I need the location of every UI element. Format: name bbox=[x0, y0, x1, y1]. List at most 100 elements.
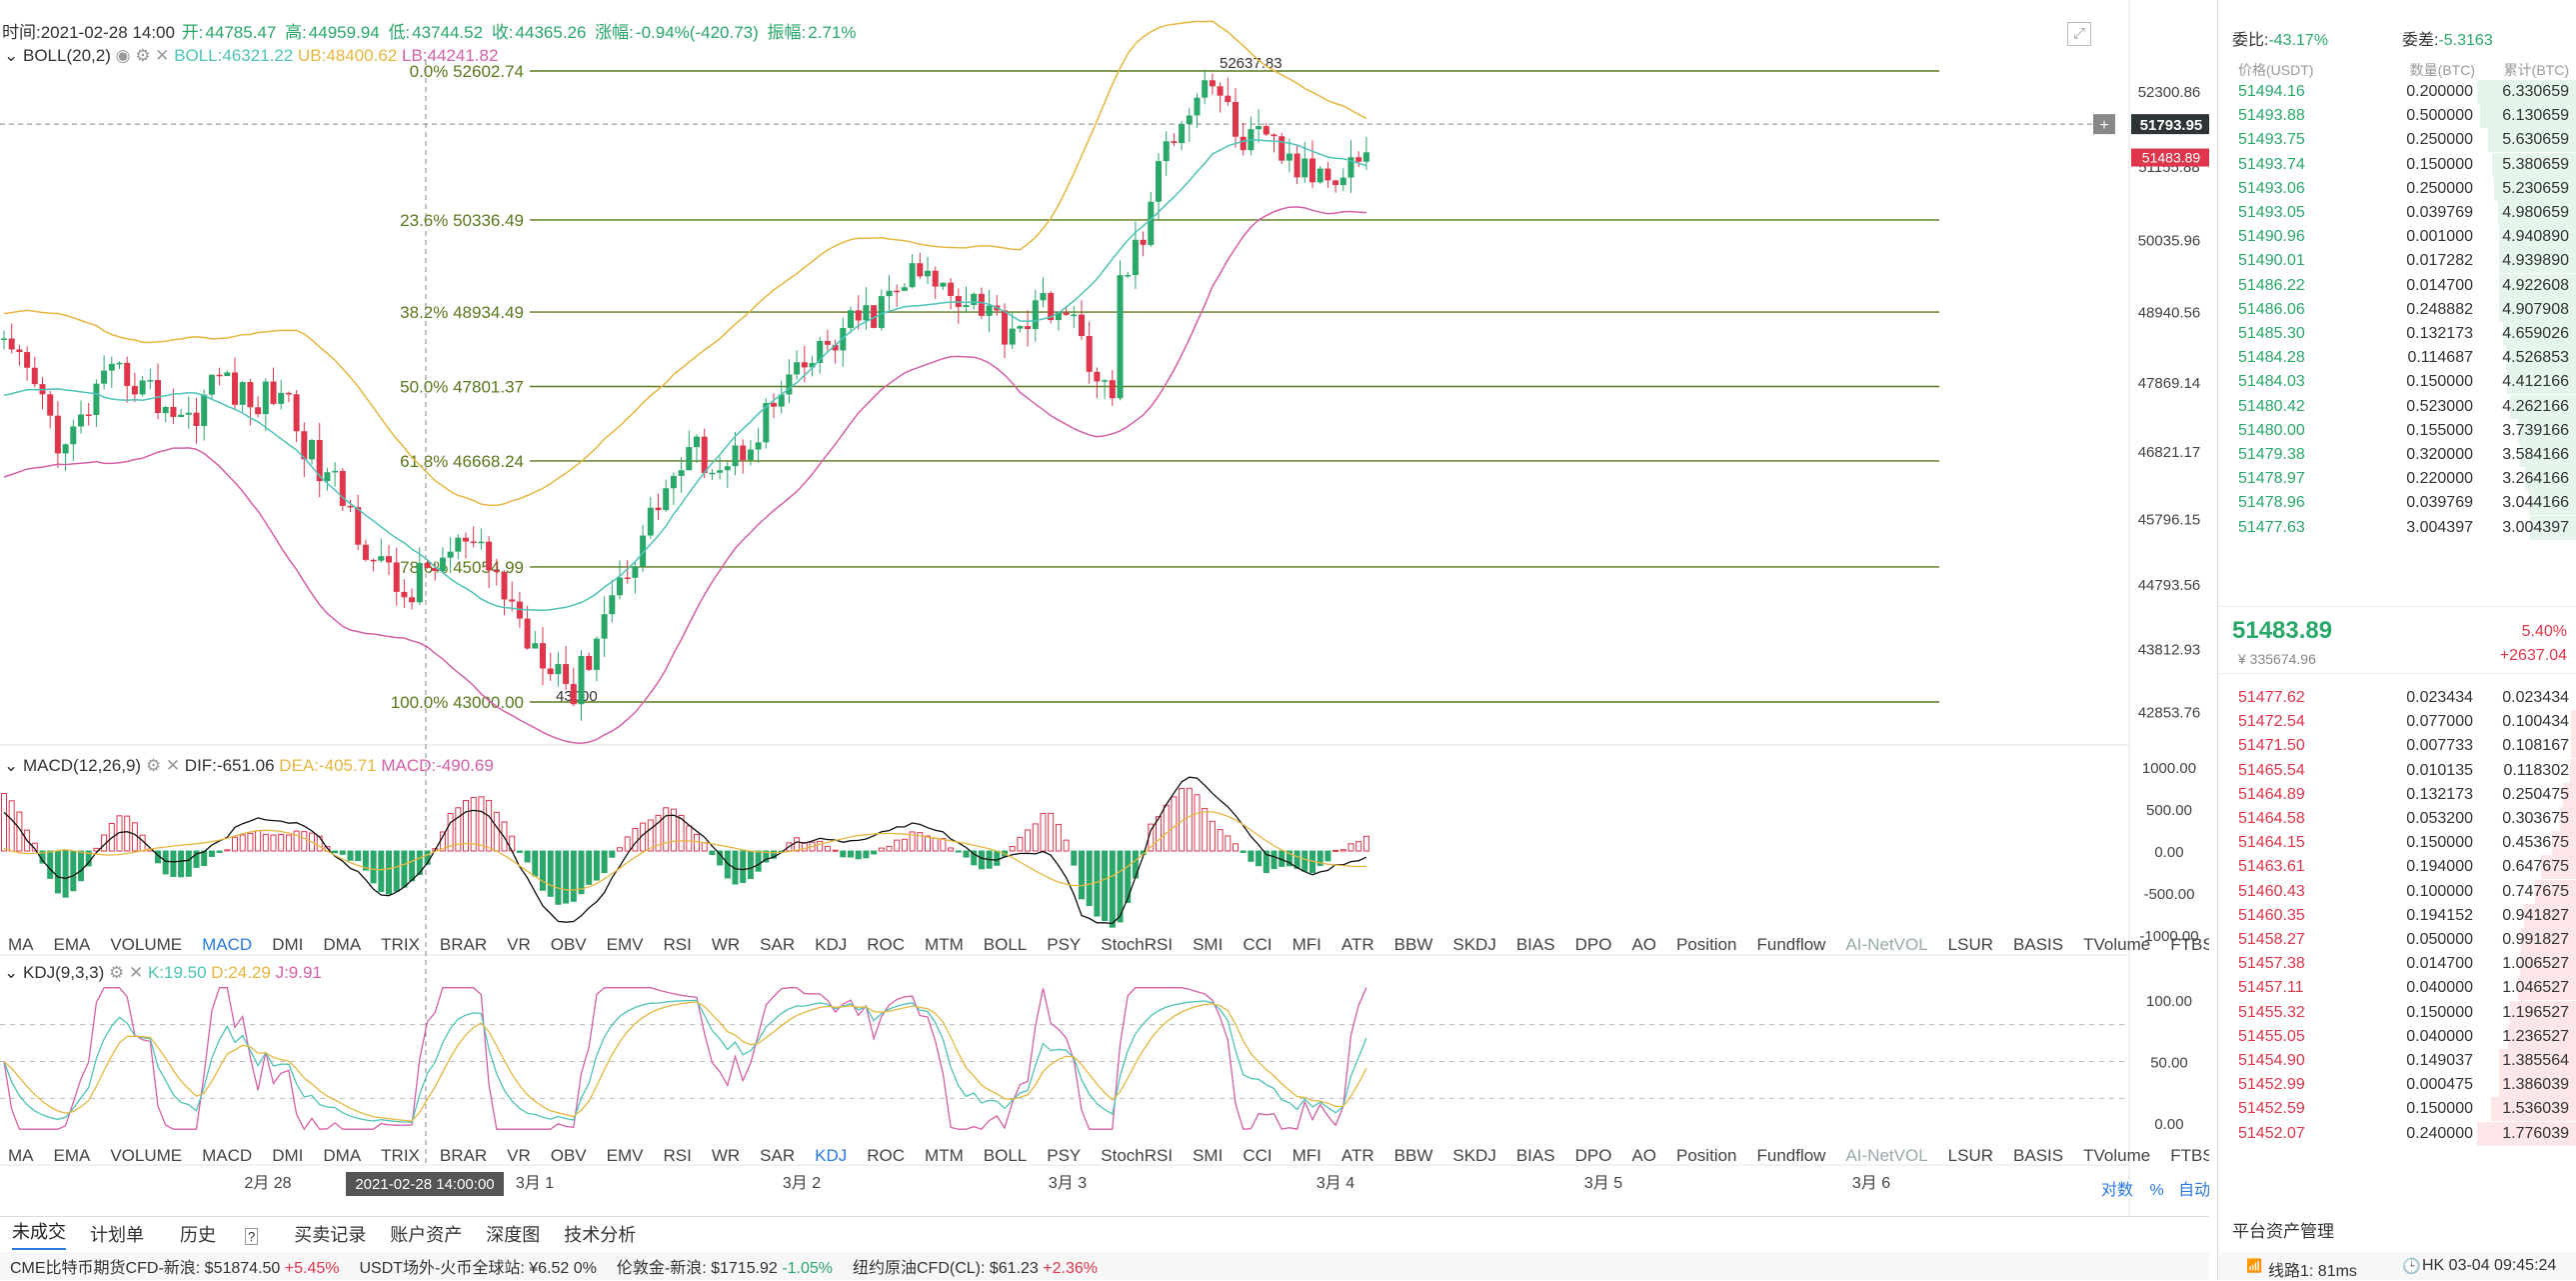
indicator-tab-mtm[interactable]: MTM bbox=[925, 1146, 964, 1172]
indicator-tab-stochrsi[interactable]: StochRSI bbox=[1101, 1146, 1173, 1172]
close-icon[interactable]: ✕ bbox=[166, 756, 180, 775]
indicator-tab-kdj[interactable]: KDJ bbox=[815, 1146, 847, 1172]
indicator-tab-fundflow[interactable]: Fundflow bbox=[1756, 935, 1825, 961]
tab-technical-analysis[interactable]: 技术分析 bbox=[564, 1221, 636, 1247]
chevron-down-icon[interactable]: ⌄ bbox=[4, 756, 18, 775]
indicator-tab-roc[interactable]: ROC bbox=[867, 935, 905, 961]
auto-scale-toggle[interactable]: 自动 bbox=[2178, 1182, 2209, 1199]
indicator-tab-macd[interactable]: MACD bbox=[202, 1146, 252, 1172]
indicator-tab-ai-netvol[interactable]: AI-NetVOL bbox=[1845, 935, 1927, 961]
indicator-tab-tvolume[interactable]: TVolume bbox=[2083, 935, 2150, 961]
line-latency[interactable]: 线路1: 81ms bbox=[2268, 1257, 2357, 1281]
indicator-tab-dmi[interactable]: DMI bbox=[272, 935, 303, 961]
indicator-tab-atr[interactable]: ATR bbox=[1341, 1146, 1374, 1172]
indicator-tab-tvolume[interactable]: TVolume bbox=[2083, 1146, 2150, 1172]
indicator-tab-mtm[interactable]: MTM bbox=[925, 935, 964, 961]
indicator-tab-smi[interactable]: SMI bbox=[1193, 1146, 1223, 1172]
indicator-tab-bias[interactable]: BIAS bbox=[1516, 935, 1555, 961]
indicator-tab-ma[interactable]: MA bbox=[8, 1146, 34, 1172]
ticker-item[interactable]: 伦敦金-新浪: $1715.92 -1.05% bbox=[617, 1254, 833, 1278]
indicator-tab-position[interactable]: Position bbox=[1676, 1146, 1736, 1172]
indicator-tab-volume[interactable]: VOLUME bbox=[110, 1146, 182, 1172]
indicator-tab-roc[interactable]: ROC bbox=[867, 1146, 905, 1172]
indicator-tab-brar[interactable]: BRAR bbox=[440, 1146, 487, 1172]
indicator-tab-dma[interactable]: DMA bbox=[323, 935, 361, 961]
indicator-tab-ao[interactable]: AO bbox=[1631, 935, 1656, 961]
indicator-tab-ma[interactable]: MA bbox=[8, 935, 34, 961]
tab-depth-chart[interactable]: 深度图 bbox=[486, 1221, 540, 1247]
indicator-tab-dma[interactable]: DMA bbox=[323, 1146, 361, 1172]
indicator-tab-lsur[interactable]: LSUR bbox=[1948, 1146, 1993, 1172]
gear-icon[interactable]: ⚙ bbox=[109, 963, 124, 982]
indicator-tab-emv[interactable]: EMV bbox=[607, 935, 644, 961]
percent-scale-toggle[interactable]: % bbox=[2149, 1182, 2163, 1199]
indicator-tab-mfi[interactable]: MFI bbox=[1292, 1146, 1321, 1172]
indicator-tab-fundflow[interactable]: Fundflow bbox=[1756, 1146, 1825, 1172]
ticker-item[interactable]: 纽约原油CFD(CL): $61.23 +2.36% bbox=[853, 1254, 1098, 1278]
indicator-tab-boll[interactable]: BOLL bbox=[984, 935, 1027, 961]
indicator-tab-sar[interactable]: SAR bbox=[760, 935, 795, 961]
indicator-tab-ao[interactable]: AO bbox=[1631, 1146, 1656, 1172]
indicator-tab-psy[interactable]: PSY bbox=[1047, 935, 1081, 961]
indicator-tab-lsur[interactable]: LSUR bbox=[1948, 935, 1993, 961]
indicator-tab-obv[interactable]: OBV bbox=[551, 935, 587, 961]
indicator-tab-volume[interactable]: VOLUME bbox=[110, 935, 182, 961]
indicator-tab-smi[interactable]: SMI bbox=[1193, 935, 1223, 961]
indicator-tab-ema[interactable]: EMA bbox=[54, 1146, 91, 1172]
chart-area[interactable]: 时间:2021-02-28 14:00 开:44785.47 高:44959.9… bbox=[0, 0, 2209, 1216]
indicator-tab-ftbs[interactable]: FTBS bbox=[2170, 935, 2209, 961]
indicator-tab-kdj[interactable]: KDJ bbox=[815, 935, 847, 961]
indicator-tab-ai-netvol[interactable]: AI-NetVOL bbox=[1845, 1146, 1927, 1172]
indicator-tab-dpo[interactable]: DPO bbox=[1575, 1146, 1612, 1172]
indicator-tab-ema[interactable]: EMA bbox=[54, 935, 91, 961]
indicator-tab-sar[interactable]: SAR bbox=[760, 1146, 795, 1172]
indicator-tab-vr[interactable]: VR bbox=[507, 1146, 531, 1172]
indicator-tab-macd[interactable]: MACD bbox=[202, 935, 252, 961]
tab-history[interactable]: 历史 ? bbox=[168, 1221, 270, 1247]
indicator-tab-cci[interactable]: CCI bbox=[1243, 935, 1272, 961]
asset-management-link[interactable]: 平台资产管理 bbox=[2232, 1217, 2334, 1242]
tab-open-orders[interactable]: 未成交 bbox=[12, 1218, 66, 1250]
indicator-tab-ftbs[interactable]: FTBS bbox=[2170, 1146, 2209, 1172]
ticker-item[interactable]: CME比特币期货CFD-新浪: $51874.50 +5.45% bbox=[10, 1254, 339, 1278]
indicator-tab-skdj[interactable]: SKDJ bbox=[1452, 935, 1495, 961]
indicator-tab-rsi[interactable]: RSI bbox=[664, 1146, 692, 1172]
indicator-tab-cci[interactable]: CCI bbox=[1243, 1146, 1272, 1172]
indicator-tab-mfi[interactable]: MFI bbox=[1292, 935, 1321, 961]
indicator-tab-wr[interactable]: WR bbox=[712, 1146, 740, 1172]
indicator-tab-stochrsi[interactable]: StochRSI bbox=[1101, 935, 1173, 961]
indicator-tab-obv[interactable]: OBV bbox=[551, 1146, 587, 1172]
tab-account-assets[interactable]: 账户资产 bbox=[390, 1221, 462, 1247]
